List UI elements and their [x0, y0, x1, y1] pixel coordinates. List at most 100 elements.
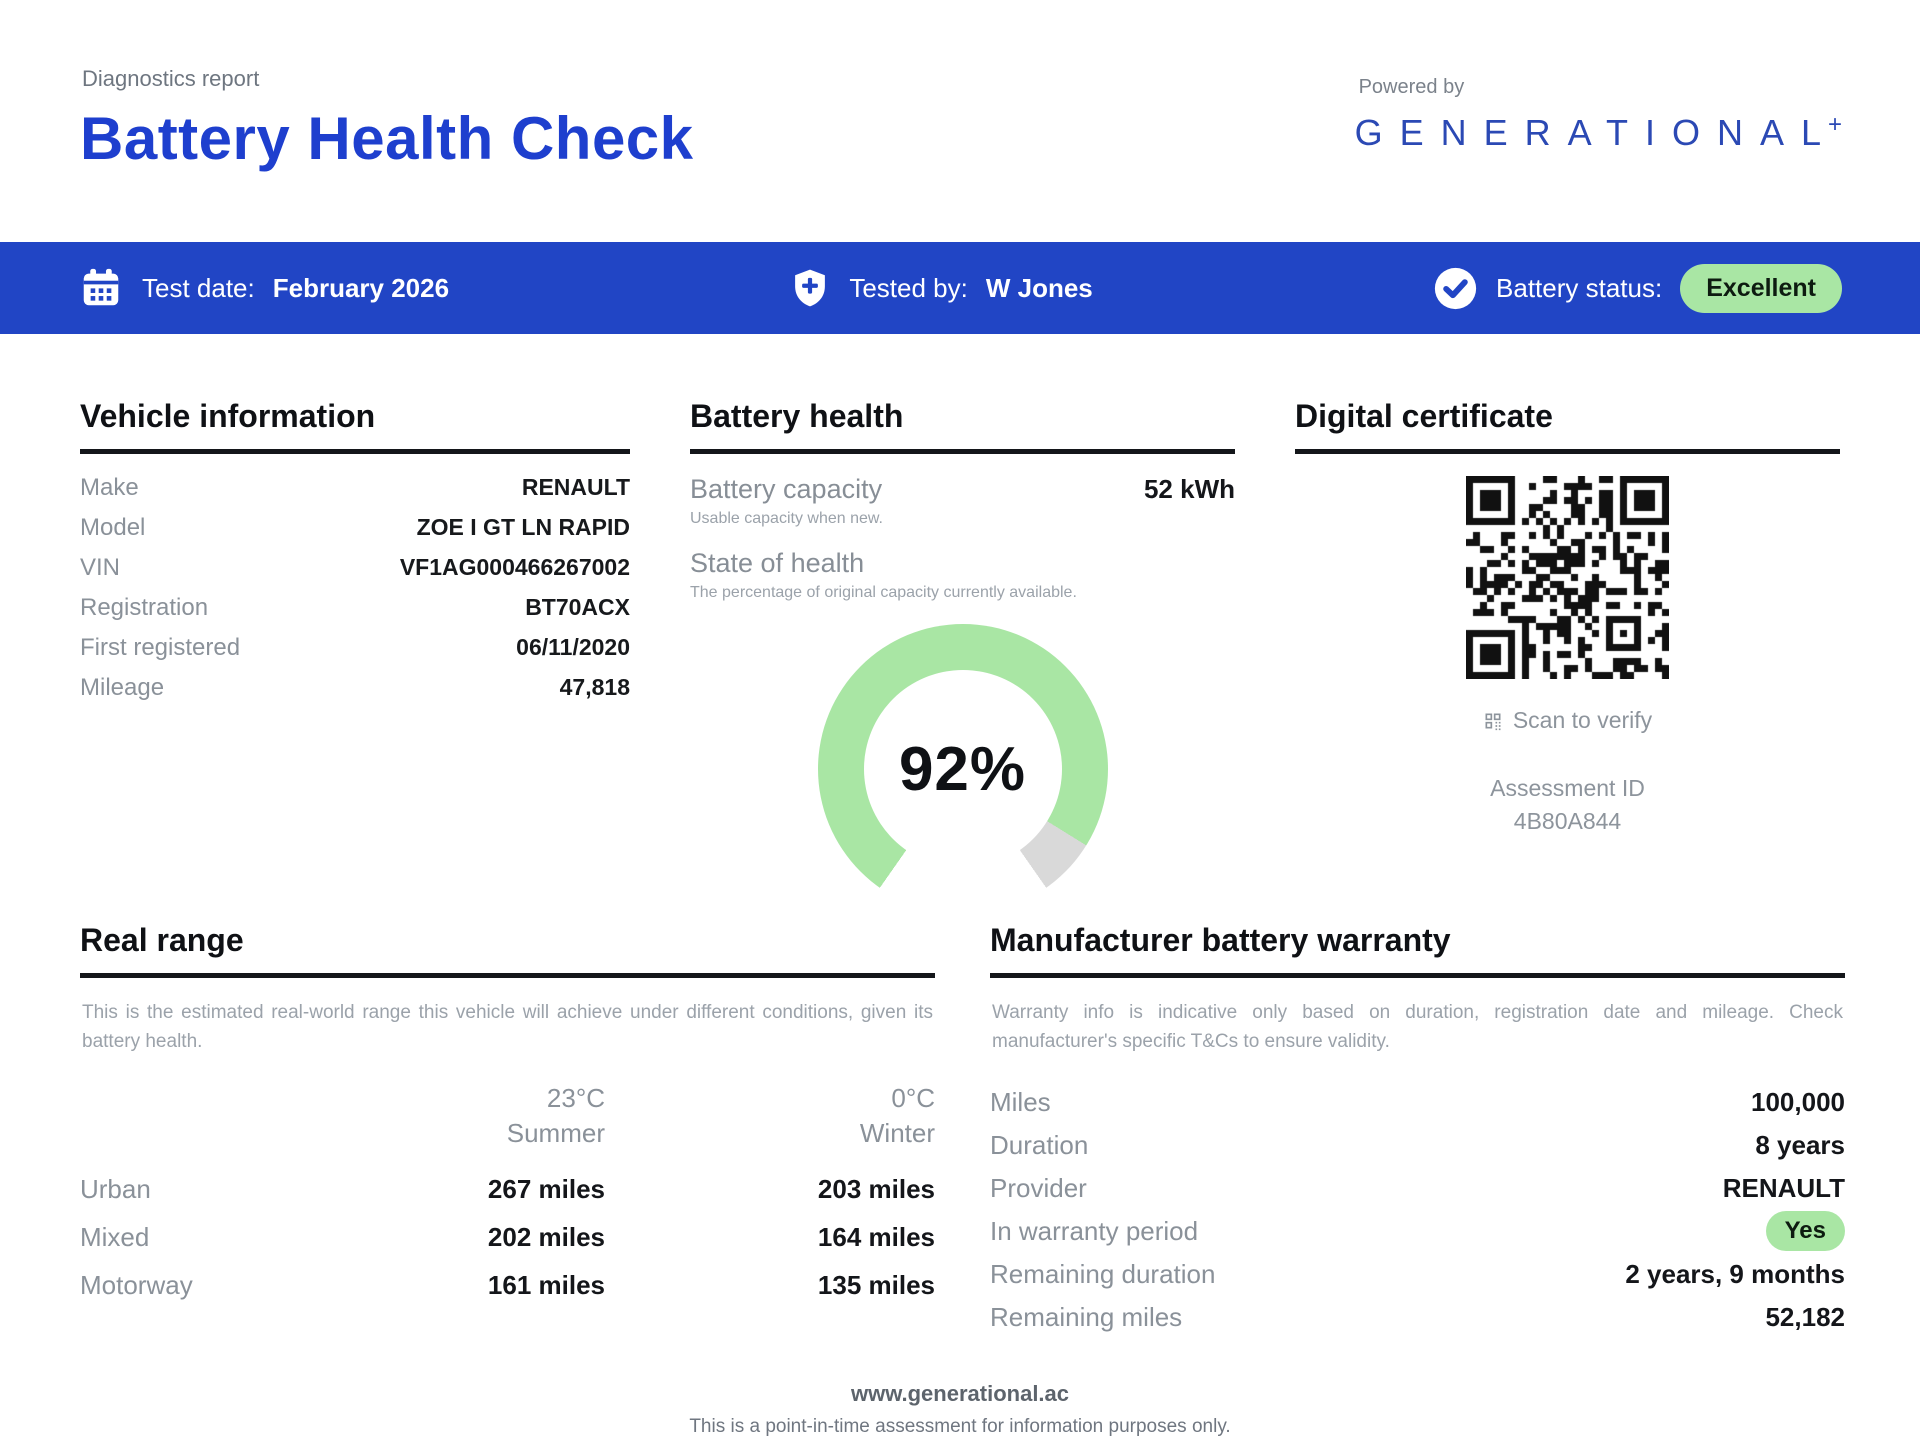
table-row: Make RENAULT — [80, 474, 630, 514]
row-label: Mileage — [80, 674, 165, 701]
in-warranty-badge: Yes — [1765, 1211, 1845, 1252]
battery-health-title: Battery health — [690, 398, 904, 434]
row-value: ZOE I GT LN RAPID — [416, 514, 630, 540]
row-value: 2 years, 9 months — [1625, 1258, 1845, 1289]
table-row: Mileage 47,818 — [80, 674, 630, 714]
winter-value: 203 miles — [817, 1173, 935, 1204]
summer-value: 161 miles — [487, 1269, 605, 1300]
check-circle-icon — [1434, 267, 1477, 309]
calendar-icon — [83, 268, 119, 306]
battery-health-section: Battery health Battery capacity 52 kWh U… — [690, 398, 1235, 914]
assessment-id-block: Assessment ID 4B80A844 — [1295, 772, 1840, 839]
table-row: Miles 100,000 — [990, 1081, 1845, 1124]
battery-capacity-note: Usable capacity when new. — [690, 510, 883, 527]
table-row: VIN VF1AG000466267002 — [80, 554, 630, 594]
row-label: Make — [80, 474, 139, 501]
real-range-header-row: 23°C Summer 0°C Winter — [80, 1081, 935, 1151]
section-rule — [80, 973, 935, 978]
bottom-columns: Real range This is the estimated real-wo… — [0, 912, 1920, 1339]
brand-plus: + — [1827, 111, 1842, 138]
row-label: Remaining miles — [990, 1301, 1183, 1332]
table-row: In warranty period Yes — [990, 1210, 1845, 1253]
winter-value: 164 miles — [817, 1221, 935, 1252]
scan-to-verify-label: Scan to verify — [1512, 707, 1653, 733]
real-range-title: Real range — [80, 922, 244, 958]
battery-status-badge: Excellent — [1680, 263, 1842, 313]
header-left: Diagnostics report Battery Health Check — [80, 66, 694, 173]
row-label: Mixed — [80, 1221, 150, 1252]
warranty-title: Manufacturer battery warranty — [990, 922, 1451, 958]
row-label: Urban — [80, 1173, 151, 1204]
summer-value: 267 miles — [487, 1173, 605, 1204]
row-label: Miles — [990, 1086, 1051, 1117]
table-row: Mixed 202 miles 164 miles — [80, 1213, 935, 1261]
state-of-health-note: The percentage of original capacity curr… — [690, 584, 1077, 601]
row-value: 52,182 — [1765, 1301, 1845, 1332]
section-rule — [1295, 449, 1840, 454]
row-label: Duration — [990, 1129, 1089, 1160]
row-label: First registered — [80, 634, 241, 661]
assessment-id-label: Assessment ID — [1490, 775, 1645, 801]
real-range-section: Real range This is the estimated real-wo… — [80, 922, 935, 1339]
summer-column-header: 23°C Summer — [506, 1082, 605, 1148]
test-date-group: Test date: February 2026 — [78, 265, 449, 311]
row-value: 100,000 — [1751, 1086, 1845, 1117]
report-kicker: Diagnostics report — [82, 66, 260, 91]
status-bar: Test date: February 2026 Tested by: W Jo… — [0, 242, 1920, 334]
section-rule — [690, 449, 1235, 454]
battery-capacity-label: Battery capacity — [690, 474, 883, 504]
summer-value: 202 miles — [487, 1221, 605, 1252]
test-date-value: February 2026 — [272, 272, 450, 303]
battery-status-group: Battery status: Excellent — [1433, 263, 1842, 313]
tested-by-value: W Jones — [985, 272, 1093, 303]
tested-by-group: Tested by: W Jones — [789, 265, 1093, 311]
row-label: VIN — [80, 554, 121, 581]
generational-logo: GENERATIONAL+ — [1355, 111, 1842, 154]
real-range-description: This is the estimated real-world range t… — [82, 1002, 933, 1053]
report-footer: www.generational.ac This is a point-in-t… — [0, 1381, 1920, 1440]
section-rule — [990, 973, 1845, 978]
row-value: RENAULT — [521, 474, 630, 500]
row-label: Provider — [990, 1172, 1087, 1203]
soh-gauge-center: 92% — [863, 670, 1062, 868]
table-row: Remaining miles 52,182 — [990, 1296, 1845, 1339]
soh-gauge: 92% — [817, 624, 1108, 914]
test-date-label: Test date: — [142, 272, 255, 303]
warranty-description: Warranty info is indicative only based o… — [992, 1002, 1843, 1053]
footer-disclaimer: This is a point-in-time assessment for i… — [689, 1415, 1231, 1437]
table-row: Model ZOE I GT LN RAPID — [80, 514, 630, 554]
warranty-section: Manufacturer battery warranty Warranty i… — [990, 922, 1845, 1339]
row-value: 06/11/2020 — [516, 634, 630, 660]
table-row: Remaining duration 2 years, 9 months — [990, 1253, 1845, 1296]
table-row: First registered 06/11/2020 — [80, 634, 630, 674]
page-title: Battery Health Check — [80, 105, 694, 172]
table-row: Duration 8 years — [990, 1124, 1845, 1167]
row-value: VF1AG000466267002 — [399, 554, 630, 580]
footer-url: www.generational.ac — [850, 1380, 1070, 1406]
row-label: Model — [80, 514, 146, 541]
row-value: RENAULT — [1722, 1172, 1845, 1203]
row-label: Remaining duration — [990, 1258, 1216, 1289]
row-value: BT70ACX — [525, 594, 630, 620]
assessment-id-value: 4B80A844 — [1513, 808, 1622, 835]
shield-plus-icon — [795, 269, 826, 307]
row-label: Motorway — [80, 1269, 193, 1300]
table-row: Urban 267 miles 203 miles — [80, 1165, 935, 1213]
report-header: Diagnostics report Battery Health Check … — [0, 0, 1920, 242]
certificate-body: Scan to verify Assessment ID 4B80A844 — [1295, 476, 1840, 839]
row-label: In warranty period — [990, 1215, 1199, 1246]
battery-status-label: Battery status: — [1496, 272, 1663, 303]
vehicle-information-section: Vehicle information Make RENAULT Model ZOE… — [80, 398, 630, 914]
table-row: Motorway 161 miles 135 miles — [80, 1261, 935, 1309]
tested-by-label: Tested by: — [849, 272, 968, 303]
row-value: 8 years — [1755, 1129, 1845, 1160]
table-row: Registration BT70ACX — [80, 594, 630, 634]
scan-to-verify: Scan to verify — [1295, 707, 1840, 734]
battery-capacity-row: Battery capacity 52 kWh — [690, 474, 1235, 505]
qr-scan-icon — [1485, 713, 1501, 730]
row-value: 47,818 — [559, 674, 630, 700]
table-row: Provider RENAULT — [990, 1167, 1845, 1210]
winter-value: 135 miles — [817, 1269, 935, 1300]
winter-column-header: 0°C Winter — [859, 1082, 935, 1148]
brand-wordmark: GENERATIONAL — [1354, 112, 1838, 153]
